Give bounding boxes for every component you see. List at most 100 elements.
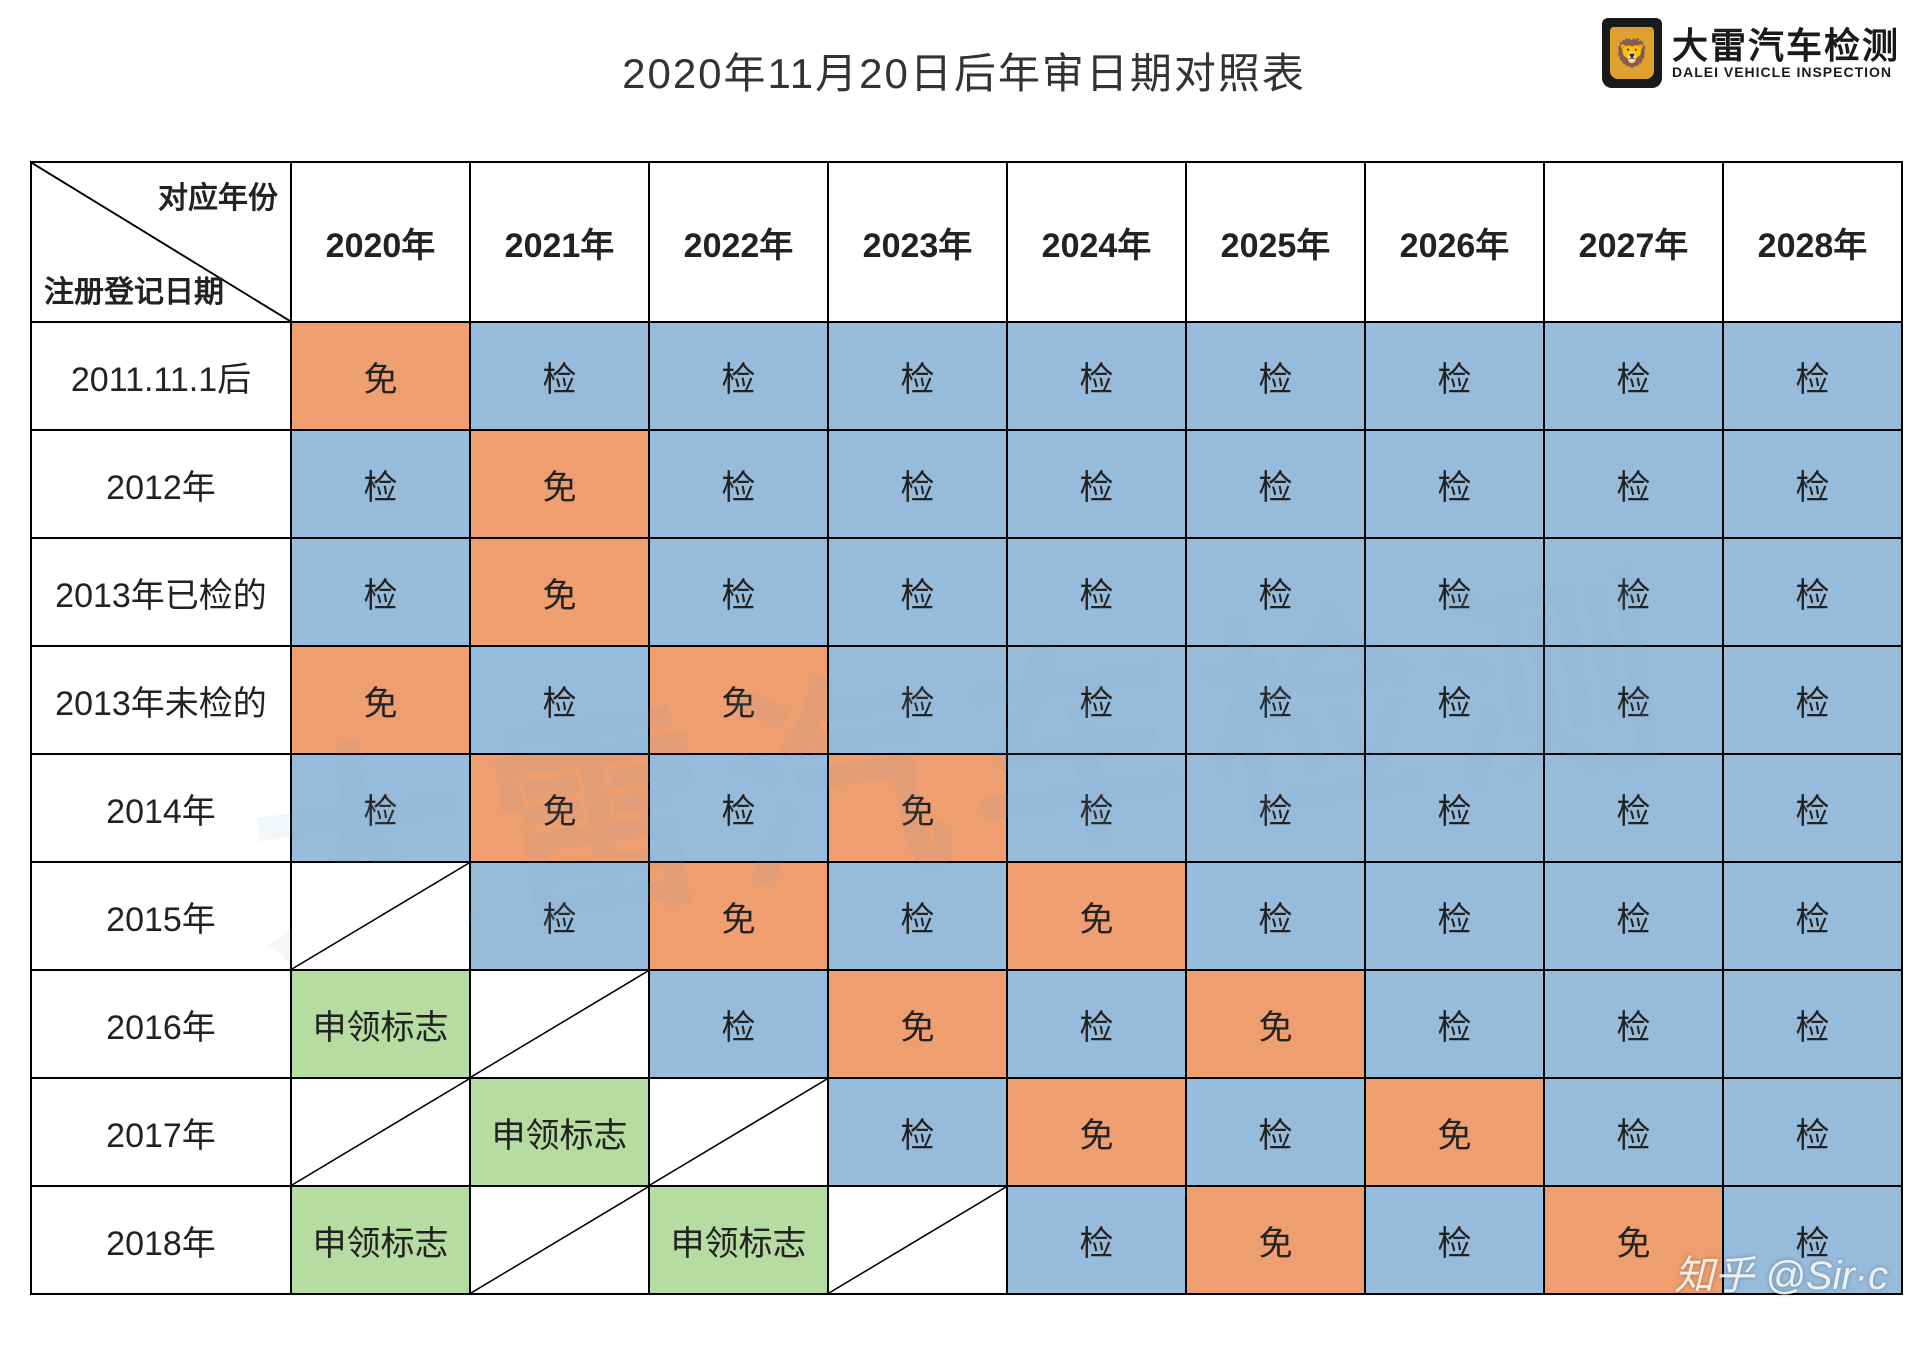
brand-logo: 🦁 大雷汽车检测 DALEI VEHICLE INSPECTION — [1602, 18, 1900, 88]
table-row: 2016年申领标志检免检免检检检 — [31, 970, 1902, 1078]
cell-inspect: 检 — [1544, 970, 1723, 1078]
cell-inspect: 检 — [649, 322, 828, 430]
cell-inspect: 检 — [1186, 322, 1365, 430]
cell-exempt: 免 — [470, 754, 649, 862]
cell-exempt: 免 — [1186, 970, 1365, 1078]
corner-header-cell: 对应年份 注册登记日期 — [31, 162, 291, 322]
cell-inspect: 检 — [470, 322, 649, 430]
row-header: 2014年 — [31, 754, 291, 862]
cell-not-applicable — [291, 862, 470, 970]
row-header: 2016年 — [31, 970, 291, 1078]
cell-exempt: 免 — [291, 322, 470, 430]
cell-inspect: 检 — [1723, 322, 1902, 430]
cell-exempt: 免 — [1007, 862, 1186, 970]
cell-inspect: 检 — [1544, 754, 1723, 862]
year-column-header: 2026年 — [1365, 162, 1544, 322]
cell-exempt: 免 — [649, 646, 828, 754]
year-column-header: 2023年 — [828, 162, 1007, 322]
cell-inspect: 检 — [828, 322, 1007, 430]
cell-inspect: 检 — [1544, 646, 1723, 754]
table-row: 2018年申领标志申领标志检免检免检 — [31, 1186, 1902, 1294]
cell-inspect: 检 — [470, 862, 649, 970]
cell-inspect: 检 — [1186, 538, 1365, 646]
table-row: 2013年未检的免检免检检检检检检 — [31, 646, 1902, 754]
cell-exempt: 免 — [470, 538, 649, 646]
cell-inspect: 检 — [1723, 430, 1902, 538]
table-row: 2013年已检的检免检检检检检检检 — [31, 538, 1902, 646]
cell-not-applicable — [828, 1186, 1007, 1294]
logo-text-en: DALEI VEHICLE INSPECTION — [1672, 65, 1900, 80]
cell-exempt: 免 — [1544, 1186, 1723, 1294]
cell-inspect: 检 — [1007, 1186, 1186, 1294]
lion-icon: 🦁 — [1610, 27, 1654, 79]
cell-exempt: 免 — [1365, 1078, 1544, 1186]
cell-inspect: 检 — [828, 538, 1007, 646]
cell-inspect: 检 — [1544, 862, 1723, 970]
cell-exempt: 免 — [1186, 1186, 1365, 1294]
table-body: 2011.11.1后免检检检检检检检检2012年检免检检检检检检检2013年已检… — [31, 322, 1902, 1294]
cell-apply-sticker: 申领标志 — [291, 1186, 470, 1294]
corner-top-label: 对应年份 — [158, 173, 278, 217]
year-column-header: 2021年 — [470, 162, 649, 322]
cell-exempt: 免 — [828, 970, 1007, 1078]
cell-inspect: 检 — [1186, 1078, 1365, 1186]
cell-inspect: 检 — [828, 430, 1007, 538]
year-column-header: 2022年 — [649, 162, 828, 322]
cell-inspect: 检 — [1007, 754, 1186, 862]
cell-inspect: 检 — [1365, 862, 1544, 970]
cell-inspect: 检 — [1186, 754, 1365, 862]
cell-inspect: 检 — [1186, 862, 1365, 970]
inspection-schedule-table: 对应年份 注册登记日期 2020年 2021年 2022年 2023年 2024… — [30, 161, 1903, 1295]
row-header: 2011.11.1后 — [31, 322, 291, 430]
row-header: 2015年 — [31, 862, 291, 970]
year-column-header: 2027年 — [1544, 162, 1723, 322]
cell-inspect: 检 — [1365, 754, 1544, 862]
cell-not-applicable — [470, 970, 649, 1078]
cell-inspect: 检 — [1723, 970, 1902, 1078]
table-row: 2015年检免检免检检检检 — [31, 862, 1902, 970]
corner-bottom-label: 注册登记日期 — [44, 267, 224, 311]
row-header: 2013年未检的 — [31, 646, 291, 754]
year-column-header: 2024年 — [1007, 162, 1186, 322]
cell-not-applicable — [291, 1078, 470, 1186]
cell-inspect: 检 — [1723, 862, 1902, 970]
cell-inspect: 检 — [1544, 322, 1723, 430]
cell-exempt: 免 — [291, 646, 470, 754]
cell-inspect: 检 — [1723, 538, 1902, 646]
cell-inspect: 检 — [649, 970, 828, 1078]
cell-inspect: 检 — [1007, 322, 1186, 430]
table-row: 2012年检免检检检检检检检 — [31, 430, 1902, 538]
row-header: 2013年已检的 — [31, 538, 291, 646]
cell-inspect: 检 — [1365, 322, 1544, 430]
cell-inspect: 检 — [1186, 430, 1365, 538]
table-row: 2014年检免检免检检检检检 — [31, 754, 1902, 862]
cell-not-applicable — [470, 1186, 649, 1294]
cell-inspect: 检 — [1544, 1078, 1723, 1186]
logo-shield-icon: 🦁 — [1602, 18, 1662, 88]
cell-apply-sticker: 申领标志 — [291, 970, 470, 1078]
cell-inspect: 检 — [828, 1078, 1007, 1186]
table-row: 2017年申领标志检免检免检检 — [31, 1078, 1902, 1186]
cell-inspect: 检 — [1365, 646, 1544, 754]
cell-inspect: 检 — [649, 754, 828, 862]
cell-inspect: 检 — [291, 430, 470, 538]
year-column-header: 2025年 — [1186, 162, 1365, 322]
cell-apply-sticker: 申领标志 — [649, 1186, 828, 1294]
cell-inspect: 检 — [1365, 430, 1544, 538]
cell-inspect: 检 — [828, 862, 1007, 970]
table-header-row: 对应年份 注册登记日期 2020年 2021年 2022年 2023年 2024… — [31, 162, 1902, 322]
logo-text-cn: 大雷汽车检测 — [1672, 26, 1900, 66]
year-column-header: 2028年 — [1723, 162, 1902, 322]
cell-inspect: 检 — [470, 646, 649, 754]
cell-not-applicable — [649, 1078, 828, 1186]
cell-exempt: 免 — [649, 862, 828, 970]
cell-inspect: 检 — [1544, 538, 1723, 646]
cell-inspect: 检 — [1723, 754, 1902, 862]
cell-inspect: 检 — [291, 754, 470, 862]
table-row: 2011.11.1后免检检检检检检检检 — [31, 322, 1902, 430]
cell-exempt: 免 — [828, 754, 1007, 862]
cell-inspect: 检 — [1723, 1186, 1902, 1294]
cell-exempt: 免 — [470, 430, 649, 538]
cell-inspect: 检 — [1007, 538, 1186, 646]
row-header: 2018年 — [31, 1186, 291, 1294]
